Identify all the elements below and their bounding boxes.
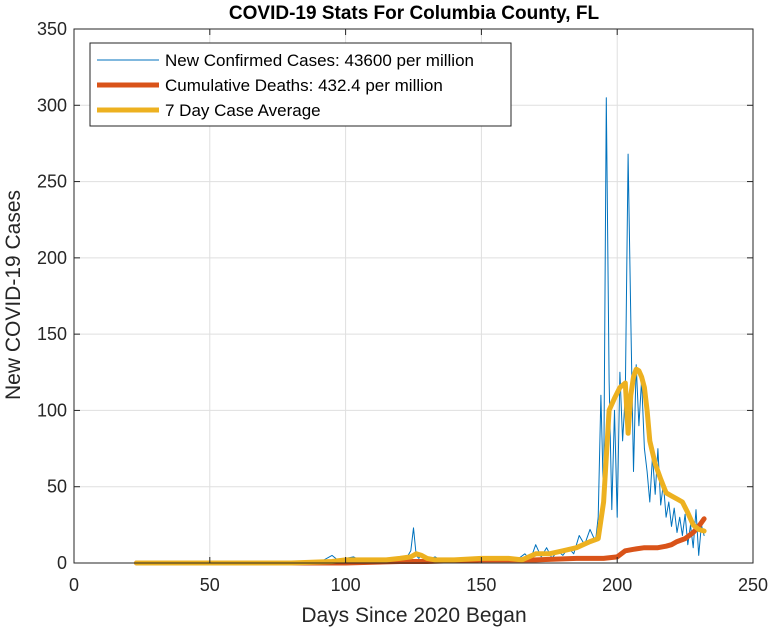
x-tick-label: 250 xyxy=(738,575,768,595)
legend-label-deaths: Cumulative Deaths: 432.4 per million xyxy=(165,76,443,95)
x-tick-label: 50 xyxy=(200,575,220,595)
series-line-new-cases xyxy=(136,97,705,564)
x-tick-label: 150 xyxy=(466,575,496,595)
series-layer xyxy=(134,97,707,566)
x-axis-title: Days Since 2020 Began xyxy=(301,604,526,627)
y-axis-title: New COVID-19 Cases xyxy=(2,190,25,400)
series-line-deaths xyxy=(134,516,707,566)
legend-label-new-cases: New Confirmed Cases: 43600 per million xyxy=(165,51,474,70)
y-tick-label: 150 xyxy=(37,324,67,344)
y-tick-label: 50 xyxy=(47,477,67,497)
y-tick-label: 100 xyxy=(37,400,67,420)
legend-box xyxy=(89,42,512,127)
axes-box xyxy=(73,28,754,564)
tick-layer: 0 50 100 150 200 250 0 50 100 150 200 250 300 350 xyxy=(37,19,768,595)
x-tick-label: 100 xyxy=(331,575,361,595)
legend-label-average: 7 Day Case Average xyxy=(165,101,321,120)
chart-title: COVID-19 Stats For Columbia County, FL xyxy=(229,3,600,24)
y-tick-label: 200 xyxy=(37,248,67,268)
series-line-avg xyxy=(134,366,707,566)
y-tick-label: 0 xyxy=(57,553,67,573)
legend: New Confirmed Cases: 43600 per million C… xyxy=(89,42,512,127)
x-tick-label: 0 xyxy=(69,575,79,595)
y-tick-label: 250 xyxy=(37,172,67,192)
y-tick-label: 350 xyxy=(37,19,67,39)
x-tick-label: 200 xyxy=(602,575,632,595)
y-tick-label: 300 xyxy=(37,95,67,115)
